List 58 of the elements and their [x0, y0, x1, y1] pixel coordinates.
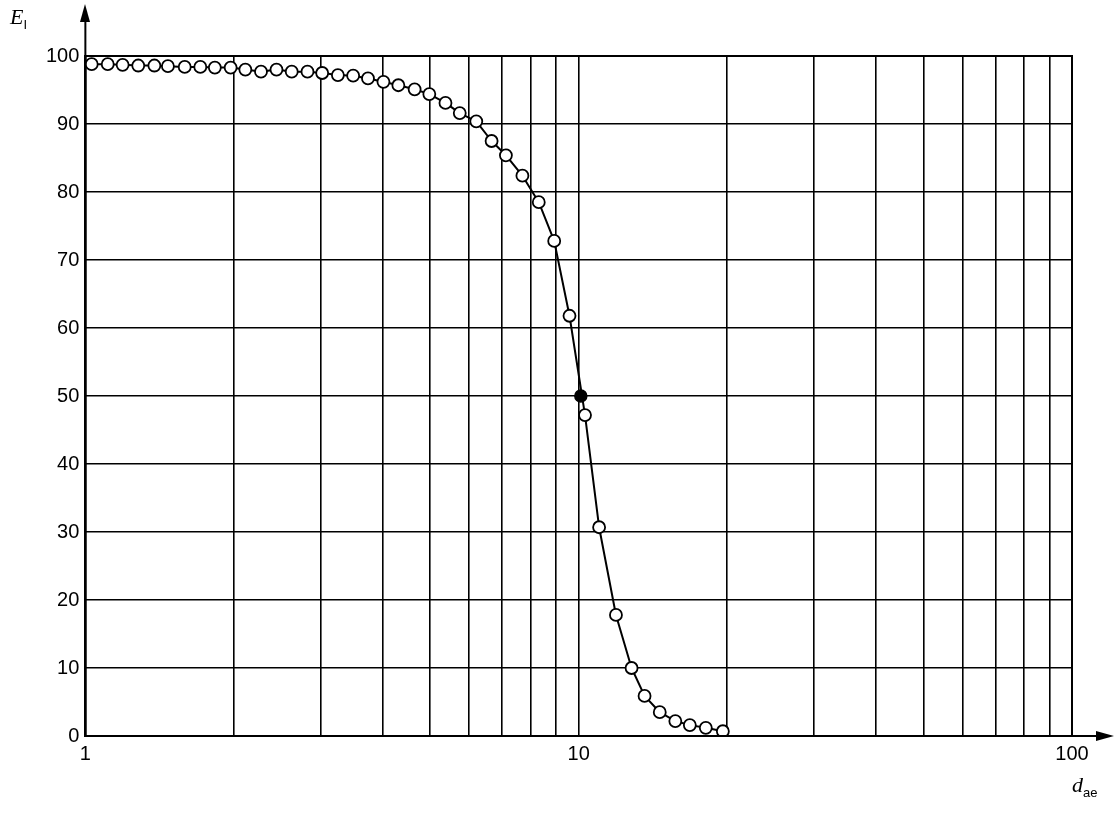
- point: [438, 96, 453, 110]
- point: [376, 74, 391, 89]
- point: [391, 78, 406, 93]
- x-tick-label: 10: [567, 741, 590, 764]
- point: [422, 87, 437, 101]
- point: [499, 148, 513, 163]
- point: [177, 59, 192, 74]
- point: [207, 60, 222, 75]
- point: [254, 64, 268, 79]
- point: [85, 57, 99, 72]
- point: [115, 57, 130, 72]
- point: [668, 714, 683, 728]
- point: [484, 134, 499, 148]
- y-tick-label: 30: [57, 519, 80, 542]
- y-tick-label: 90: [57, 111, 80, 134]
- point: [161, 59, 175, 74]
- point: [682, 718, 697, 733]
- point: [407, 82, 422, 97]
- point: [624, 661, 639, 675]
- y-tick-label: 80: [57, 179, 80, 202]
- y-tick-label: 40: [57, 451, 80, 474]
- point: [238, 62, 253, 77]
- point: [578, 408, 592, 422]
- y-tick-label: 0: [68, 723, 80, 746]
- y-tick-label: 10: [57, 655, 80, 678]
- point: [547, 234, 562, 248]
- point: [193, 59, 208, 74]
- point: [562, 308, 577, 323]
- point: [452, 106, 467, 121]
- point: [469, 114, 484, 129]
- point: [284, 64, 299, 79]
- point: [269, 62, 284, 77]
- point: [330, 68, 345, 82]
- point: [592, 520, 606, 535]
- point: [147, 58, 162, 73]
- point: [637, 688, 652, 703]
- x-tick-label: 1: [79, 741, 91, 764]
- point: [223, 60, 238, 75]
- y-tick-label: 60: [57, 315, 80, 338]
- point: [652, 705, 667, 720]
- point: [531, 195, 546, 210]
- y-tick-label: 100: [45, 43, 80, 66]
- x-axis-title: d$_{ae}$: [1072, 772, 1098, 801]
- point: [715, 724, 730, 736]
- point: [100, 57, 115, 72]
- y-tick-label: 20: [57, 587, 80, 610]
- point: [315, 66, 330, 80]
- point: [698, 720, 713, 735]
- point: [515, 168, 530, 183]
- y-axis-title: E$_{I}$: [10, 4, 28, 33]
- x-tick-label: 100: [1055, 741, 1089, 764]
- point: [131, 58, 146, 73]
- point: [609, 608, 623, 622]
- y-tick-label: 50: [57, 383, 80, 406]
- point: [361, 71, 375, 86]
- y-tick-label: 70: [57, 247, 80, 270]
- point: [346, 68, 361, 83]
- point: [300, 64, 315, 79]
